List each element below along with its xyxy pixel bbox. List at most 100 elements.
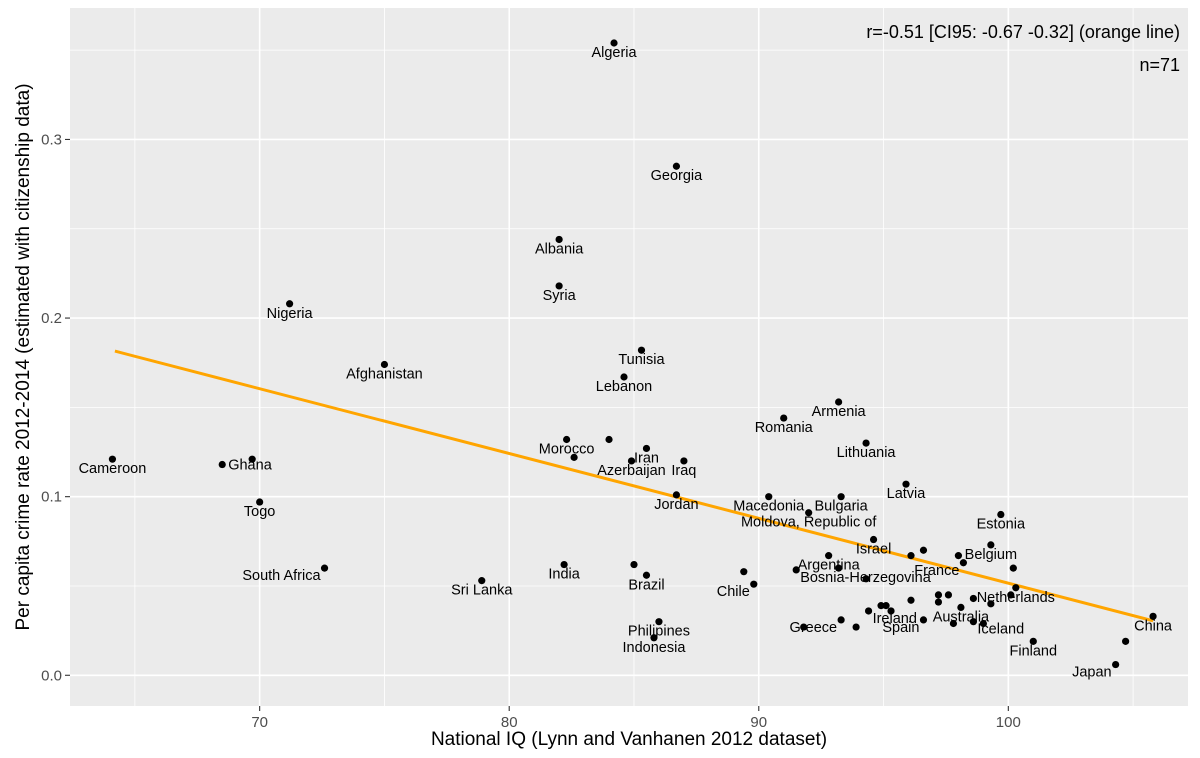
data-point — [987, 541, 995, 549]
data-point — [987, 600, 995, 608]
data-point — [979, 619, 987, 628]
point-label: Ghana — [228, 458, 272, 474]
data-point — [864, 607, 873, 615]
x-tick-label: 70 — [251, 714, 268, 731]
point-label: Brazil — [628, 577, 664, 593]
data-point — [570, 453, 578, 461]
data-point — [108, 455, 117, 463]
data-point — [902, 480, 910, 488]
data-point — [672, 491, 681, 499]
data-point — [907, 552, 915, 560]
data-point — [478, 577, 486, 585]
point-label: Moldova, Republic of — [741, 515, 877, 531]
data-point — [949, 619, 958, 628]
data-point — [882, 602, 890, 610]
point-label: Spain — [882, 620, 919, 636]
data-point — [862, 575, 870, 583]
y-tick-label: 0.0 — [41, 667, 62, 684]
data-point — [792, 566, 800, 574]
data-point — [750, 580, 758, 588]
data-point — [740, 568, 748, 576]
data-point — [563, 435, 571, 444]
data-point — [887, 607, 895, 615]
data-point — [1012, 584, 1020, 592]
point-label: Indonesia — [623, 640, 687, 656]
data-point — [248, 455, 256, 463]
data-point — [835, 564, 843, 572]
data-point — [800, 623, 808, 631]
regression-line-group — [114, 349, 1154, 623]
data-point — [957, 603, 965, 612]
point-label: Macedonia — [733, 499, 805, 515]
data-point — [1112, 660, 1120, 669]
point-label: Japan — [1072, 665, 1112, 681]
point-label: Israel — [856, 542, 891, 558]
data-point — [1007, 591, 1015, 599]
data-point — [997, 510, 1005, 519]
data-point — [907, 596, 915, 604]
point-label: Azerbaijan — [597, 463, 666, 479]
data-point — [320, 564, 329, 572]
point-label: Tunisia — [618, 352, 665, 368]
data-point — [862, 439, 870, 447]
data-point — [560, 560, 568, 569]
point-label: Ireland — [873, 611, 917, 627]
data-point — [555, 282, 563, 290]
data-point — [680, 457, 688, 465]
data-points — [108, 39, 1157, 669]
point-label: Iran — [634, 450, 659, 466]
y-axis-title: Per capita crime rate 2012-2014 (estimat… — [13, 83, 34, 630]
data-point — [959, 559, 968, 567]
data-point — [1149, 612, 1157, 620]
y-tick-label: 0.2 — [41, 310, 62, 327]
data-point — [837, 616, 845, 624]
point-label: Afghanistan — [346, 367, 423, 383]
data-point — [969, 618, 977, 626]
data-point — [780, 414, 788, 422]
minor-gridlines — [70, 8, 1188, 706]
data-point — [256, 498, 264, 506]
data-point — [765, 493, 773, 501]
data-point — [555, 235, 563, 244]
data-point — [877, 602, 885, 610]
data-point — [944, 591, 953, 599]
point-label: Philipines — [628, 624, 690, 640]
data-point — [650, 634, 658, 642]
point-label: Australia — [933, 609, 990, 625]
point-label: India — [548, 567, 580, 583]
data-point — [642, 444, 651, 453]
data-point — [218, 460, 226, 469]
point-label: Chile — [717, 584, 750, 600]
data-point — [837, 493, 845, 501]
point-label: Estonia — [977, 517, 1026, 533]
data-point — [969, 594, 977, 603]
point-label: Albania — [535, 241, 584, 257]
data-point — [286, 300, 294, 308]
data-point — [642, 571, 651, 579]
data-point — [627, 457, 636, 465]
x-tick-label: 100 — [996, 714, 1021, 731]
point-label: Lithuania — [837, 445, 897, 461]
data-point — [954, 552, 963, 560]
point-label: Jordan — [654, 497, 698, 513]
correlation-annotation: r=-0.51 [CI95: -0.67 -0.32] (orange line… — [866, 22, 1180, 42]
point-label: Syria — [543, 288, 577, 304]
data-point — [637, 346, 646, 354]
data-point — [919, 616, 928, 624]
point-label: Togo — [244, 504, 275, 520]
point-label: Sri Lanka — [451, 583, 513, 599]
x-tick-label: 80 — [501, 714, 518, 731]
point-label: Cameroon — [79, 461, 147, 477]
data-point — [934, 598, 943, 606]
data-point — [825, 552, 833, 560]
data-point — [655, 618, 663, 626]
point-label: Netherlands — [977, 590, 1055, 606]
y-tick-label: 0.3 — [41, 131, 62, 148]
plot-panel — [70, 8, 1188, 706]
point-label: Nigeria — [267, 306, 314, 322]
point-label: Morocco — [539, 442, 595, 458]
point-label: Latvia — [887, 486, 927, 502]
point-label: Armenia — [812, 404, 867, 420]
